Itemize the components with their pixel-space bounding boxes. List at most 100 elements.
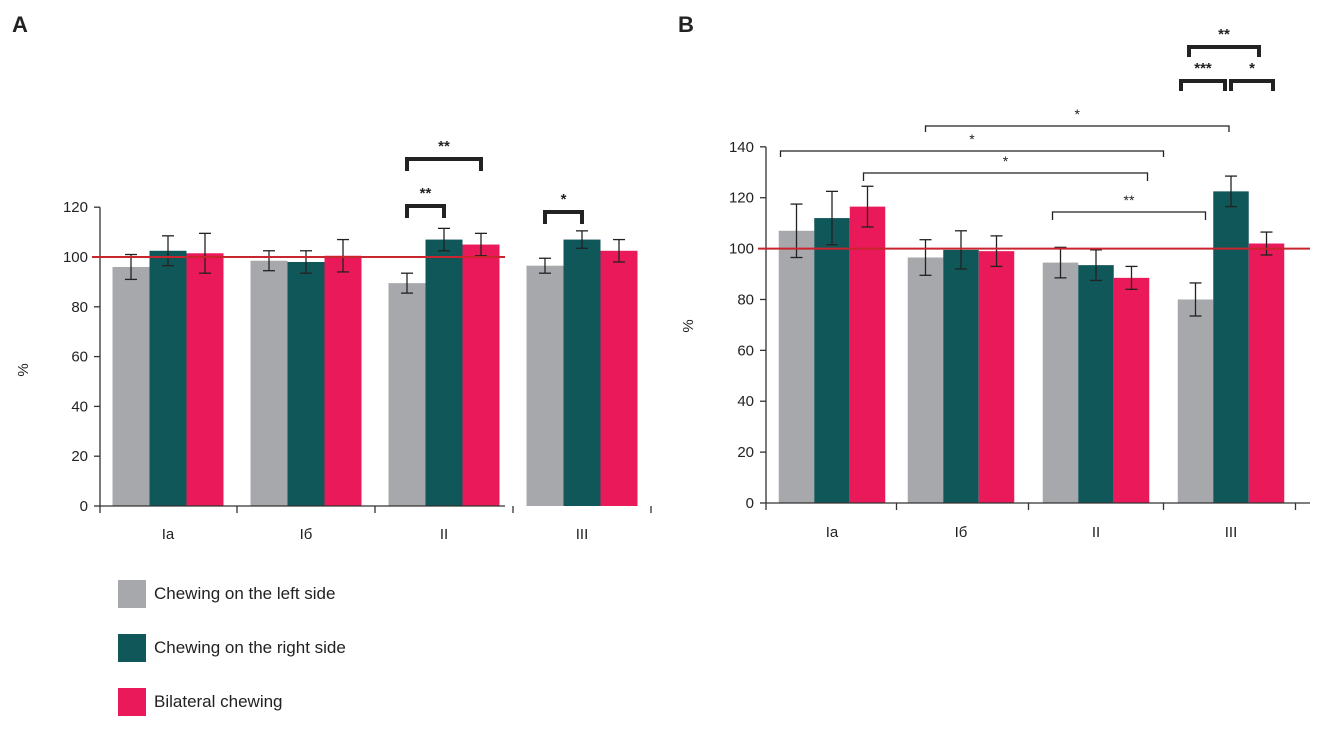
x-category-label: Ia <box>826 524 839 541</box>
y-tick-label: 60 <box>71 349 88 366</box>
y-axis-title: % <box>15 363 32 376</box>
y-tick-label: 100 <box>63 249 88 266</box>
error-bar-right-0 <box>826 190 838 246</box>
x-category-label: III <box>576 526 589 543</box>
legend-label-left: Chewing on the left side <box>154 584 336 603</box>
legend-item-left: Chewing on the left side <box>118 580 346 608</box>
significance-bracket-line <box>779 150 1165 157</box>
legend-label-bilateral: Bilateral chewing <box>154 692 283 711</box>
legend-item-bilateral: Bilateral chewing <box>118 688 346 716</box>
significance-label: *** <box>1194 60 1212 77</box>
significance-bracket-line <box>1229 79 1275 91</box>
y-tick-label: 140 <box>729 139 754 156</box>
bar-left-3 <box>1177 299 1214 503</box>
bar-right-0 <box>814 218 850 503</box>
y-tick-label: 20 <box>71 448 88 465</box>
y-tick-label: 100 <box>729 241 754 258</box>
bar-bilateral-2 <box>1113 277 1150 503</box>
significance-bracket-line <box>924 125 1230 132</box>
y-tick-label: 40 <box>737 393 754 410</box>
legend-label-right: Chewing on the right side <box>154 638 346 657</box>
bar-left-1 <box>907 257 944 503</box>
significance-label: ** <box>1124 192 1135 208</box>
bar-right-1 <box>287 261 325 506</box>
significance-bracket-line <box>1179 79 1227 91</box>
error-bar-right-2 <box>438 227 450 252</box>
error-bar-left-0 <box>125 253 137 281</box>
significance-label: * <box>561 191 567 208</box>
bar-bilateral-0 <box>849 206 886 503</box>
significance-bracket-line <box>1051 211 1207 220</box>
error-bar-left-1 <box>919 239 932 276</box>
error-bar-right-2 <box>1090 249 1102 282</box>
panel-letter-b: B <box>678 12 694 37</box>
significance-label: * <box>1249 60 1255 77</box>
significance-label: ** <box>1218 26 1230 43</box>
bar-left-1 <box>250 260 288 506</box>
x-category-label: III <box>1225 524 1238 541</box>
significance-bracket-line <box>1187 45 1261 57</box>
legend-swatch-left <box>118 580 146 608</box>
significance-bracket-line <box>862 172 1149 181</box>
error-bar-bilateral-1 <box>337 238 349 273</box>
y-tick-label: 40 <box>71 398 88 415</box>
error-bar-left-3 <box>539 257 551 274</box>
significance-bracket-b-0: ** <box>1187 26 1261 57</box>
bar-left-2 <box>1042 262 1079 503</box>
x-category-label: Ia <box>162 526 175 543</box>
significance-bracket-b-2: * <box>1229 60 1275 91</box>
y-tick-label: 60 <box>737 342 754 359</box>
x-category-label: Iб <box>955 524 968 541</box>
significance-label: * <box>969 131 975 147</box>
y-tick-label: 80 <box>737 291 754 308</box>
error-bar-bilateral-2 <box>475 232 487 257</box>
legend-swatch-bilateral <box>118 688 146 716</box>
bar-right-3 <box>563 239 601 506</box>
error-bar-bilateral-2 <box>1125 265 1138 290</box>
bar-bilateral-3 <box>600 250 638 506</box>
significance-bracket-b-1: *** <box>1179 60 1227 91</box>
error-bar-right-1 <box>955 230 967 270</box>
significance-bracket-a-2: * <box>543 191 584 224</box>
error-bar-bilateral-3 <box>613 238 625 263</box>
significance-bracket-line <box>405 204 446 218</box>
y-tick-label: 0 <box>746 495 754 512</box>
significance-bracket-b-3: * <box>924 106 1230 132</box>
bar-left-2 <box>388 283 426 506</box>
significance-bracket-line <box>405 157 483 171</box>
bar-bilateral-1 <box>324 255 362 506</box>
error-bar-right-0 <box>162 235 174 267</box>
significance-label: * <box>1075 106 1081 122</box>
bar-left-0 <box>112 266 150 506</box>
bar-right-3 <box>1213 191 1249 504</box>
y-tick-label: 120 <box>63 199 88 216</box>
y-tick-label: 120 <box>729 190 754 207</box>
significance-bracket-a-0: ** <box>405 185 446 218</box>
y-tick-label: 20 <box>737 444 754 461</box>
y-tick-label: 0 <box>80 498 88 515</box>
bar-right-1 <box>943 249 979 503</box>
error-bar-bilateral-0 <box>199 232 211 274</box>
bar-right-2 <box>1078 265 1114 503</box>
significance-label: * <box>1003 153 1009 169</box>
significance-bracket-line <box>543 210 584 224</box>
legend: Chewing on the left side Chewing on the … <box>118 580 346 742</box>
significance-bracket-b-6: ** <box>1051 192 1207 220</box>
y-tick-label: 80 <box>71 299 88 316</box>
legend-swatch-right <box>118 634 146 662</box>
significance-bracket-b-4: * <box>779 131 1165 157</box>
significance-bracket-a-1: ** <box>405 138 483 171</box>
bar-left-0 <box>778 230 815 504</box>
error-bar-right-3 <box>1225 175 1237 208</box>
bar-left-3 <box>526 265 564 506</box>
bar-right-0 <box>149 250 187 506</box>
significance-label: ** <box>420 185 432 202</box>
panel-letter-a: A <box>12 12 28 37</box>
significance-bracket-b-5: * <box>862 153 1149 181</box>
bar-bilateral-1 <box>978 251 1015 503</box>
bar-bilateral-2 <box>462 244 500 507</box>
x-category-label: Iб <box>300 526 313 543</box>
